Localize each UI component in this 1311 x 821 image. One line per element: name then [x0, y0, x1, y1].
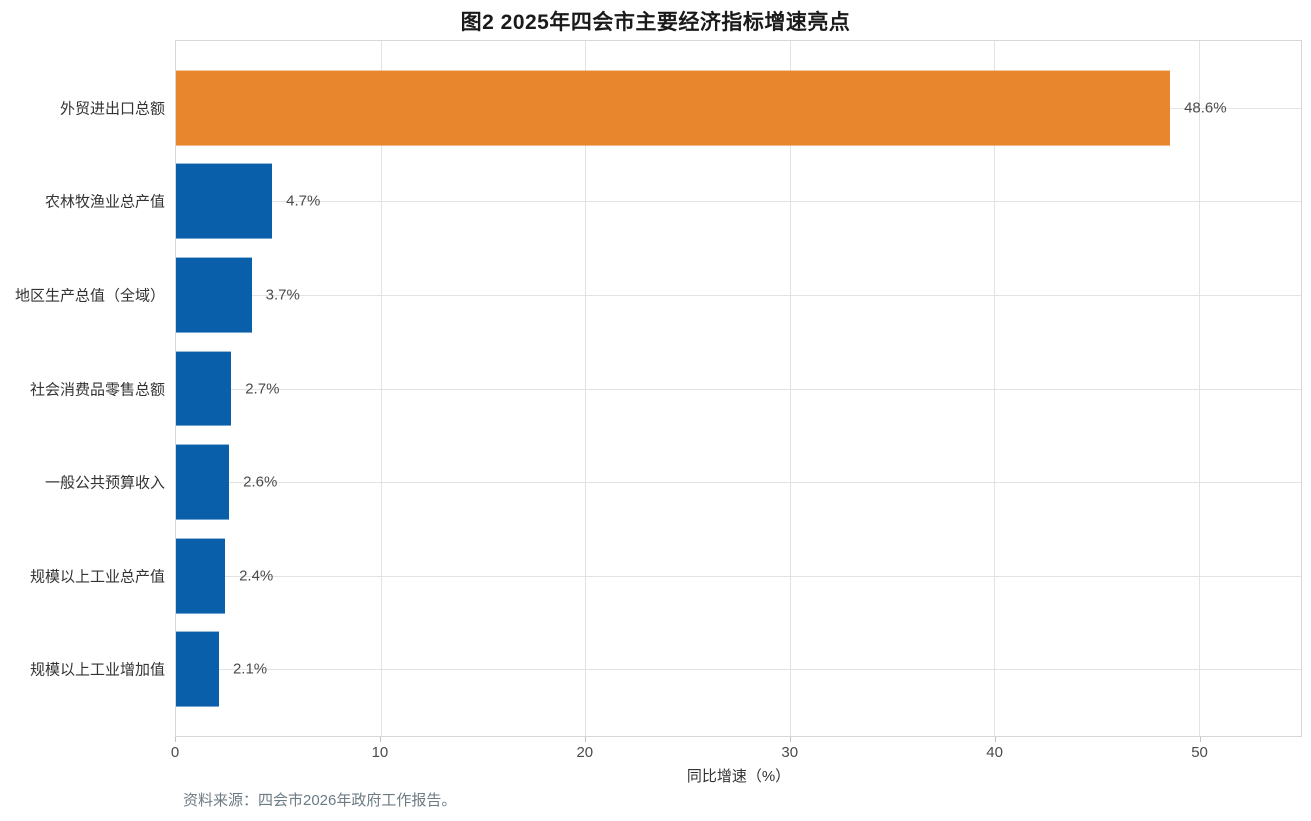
- x-tick-label: 10: [371, 744, 389, 761]
- bar-value-label: 2.7%: [245, 380, 280, 398]
- bar-value-label: 4.7%: [286, 192, 321, 210]
- x-tick-label: 30: [781, 744, 799, 761]
- bar: [176, 351, 232, 426]
- category-label: 农林牧渔业总产值: [44, 193, 165, 211]
- bar: [176, 257, 252, 333]
- x-tick-mark: [379, 737, 381, 742]
- h-gridline: [176, 294, 1301, 296]
- x-axis-label: 同比增速（%）: [686, 768, 791, 785]
- bar: [176, 538, 226, 614]
- h-gridline: [176, 482, 1301, 484]
- bar-value-label: 48.6%: [1184, 99, 1227, 117]
- bar-row: 2.4% 规模以上工业总产值: [30, 529, 1301, 623]
- v-gridline: [380, 41, 382, 736]
- bar-value-label: 2.6%: [243, 473, 278, 491]
- x-axis-ticks: 0 10 20 30 40 50: [171, 737, 1302, 765]
- category-label: 规模以上工业总产值: [29, 568, 165, 586]
- x-tick-label: 50: [1191, 744, 1208, 761]
- x-tick-mark: [994, 737, 996, 742]
- v-gridline: [585, 41, 587, 736]
- v-gridline: [789, 41, 791, 736]
- category-label: 社会消费品零售总额: [29, 381, 165, 399]
- bar-value-label: 2.4%: [239, 567, 274, 585]
- h-gridline: [176, 669, 1301, 671]
- category-label: 规模以上工业增加值: [29, 661, 165, 679]
- bar: [176, 444, 230, 520]
- h-gridline: [176, 388, 1301, 390]
- x-tick-mark: [1199, 737, 1201, 742]
- plot-area: 48.6% 外贸进出口总额 4.7% 农林牧渔业总产值 3.7% 地区生产总值（全域） 2.…: [15, 40, 1302, 737]
- bar-row: 4.7% 农林牧渔业总产值: [45, 155, 1301, 249]
- h-gridline: [176, 201, 1301, 203]
- bar-row: 48.6% 外贸进出口总额: [60, 61, 1301, 155]
- bar-row: 3.7% 地区生产总值（全域）: [15, 248, 1301, 342]
- bar-row: 2.6% 一般公共预算收入: [45, 435, 1301, 529]
- x-tick-label: 40: [986, 744, 1003, 761]
- bar-value-label: 2.1%: [232, 660, 268, 678]
- bar-row: 2.7% 社会消费品零售总额: [30, 342, 1301, 436]
- x-tick-mark: [789, 737, 791, 742]
- bar-value-label: 3.7%: [265, 286, 300, 304]
- x-tick-label: 20: [576, 744, 594, 761]
- category-label: 地区生产总值（全域）: [14, 287, 165, 305]
- source-note: 资料来源：四会市2026年政府工作报告。: [183, 792, 457, 809]
- bar: [176, 631, 219, 707]
- bar-rows: 48.6% 外贸进出口总额 4.7% 农林牧渔业总产值 3.7% 地区生产总值（全域） 2.…: [15, 41, 1301, 736]
- bar: [176, 163, 273, 239]
- x-tick-mark: [584, 737, 586, 742]
- category-label: 外贸进出口总额: [59, 100, 165, 118]
- v-gridline: [994, 41, 996, 736]
- bar-row: 2.1% 规模以上工业增加值: [30, 622, 1301, 716]
- h-gridline: [176, 575, 1301, 577]
- category-label: 一般公共预算收入: [44, 474, 165, 492]
- x-tick-label: 0: [170, 744, 180, 761]
- bar: [176, 70, 1171, 146]
- chart-title: 图2 2025年四会市主要经济指标增速亮点: [460, 11, 851, 34]
- x-tick-mark: [175, 737, 176, 742]
- v-gridline: [1198, 41, 1200, 736]
